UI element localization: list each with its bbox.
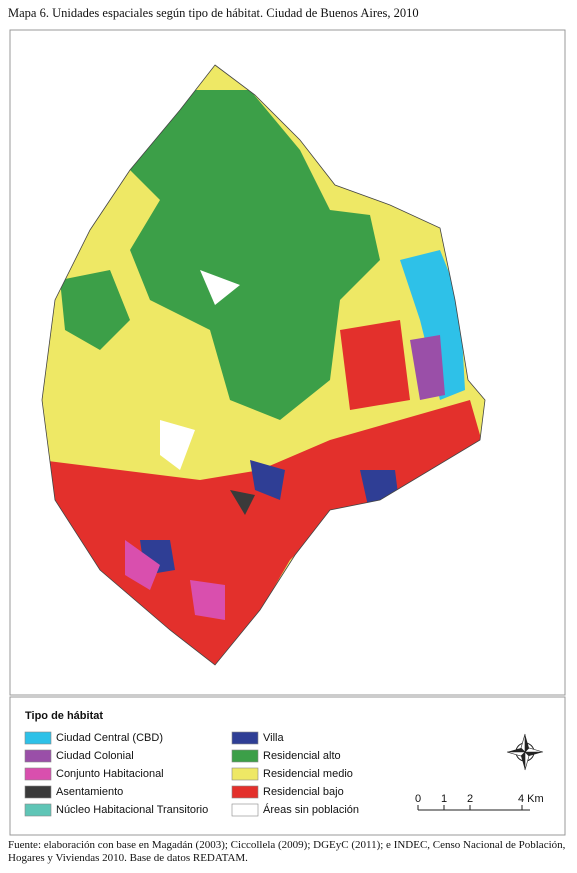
- legend-swatch: [24, 767, 52, 781]
- map-region: [125, 540, 160, 590]
- map-region: [230, 490, 255, 515]
- legend-label: Conjunto Habitacional: [56, 768, 164, 780]
- legend-label: Asentamiento: [56, 786, 123, 798]
- legend-label: Residencial medio: [263, 768, 353, 780]
- source-note: Fuente: elaboración con base en Magadán …: [8, 839, 566, 864]
- scale-label: 0: [415, 793, 421, 805]
- legend-swatch: [231, 767, 259, 781]
- legend-swatch: [24, 803, 52, 817]
- legend-swatch: [24, 749, 52, 763]
- legend: Ciudad Central (CBD) Ciudad Colonial Conju…: [24, 731, 359, 817]
- north-arrow: [506, 733, 544, 771]
- map-region: [410, 335, 445, 400]
- map-frame: [9, 29, 566, 696]
- legend-swatch: [231, 785, 259, 799]
- map-region: [340, 320, 410, 410]
- map-region: [60, 270, 130, 350]
- map-region: [160, 420, 195, 470]
- legend-label: Ciudad Central (CBD): [56, 732, 163, 744]
- legend-label: Residencial bajo: [263, 786, 344, 798]
- map-title: Mapa 6. Unidades espaciales según tipo d…: [8, 6, 419, 20]
- scale-labels: 0 1 2 4 Km: [415, 793, 544, 805]
- scale-label: 4 Km: [518, 793, 544, 805]
- legend-swatch: [231, 749, 259, 763]
- map: [42, 65, 485, 665]
- map-region: [360, 470, 400, 515]
- legend-swatch: [231, 731, 259, 745]
- map-region: [400, 250, 465, 400]
- legend-label: Villa: [263, 732, 284, 744]
- legend-swatch: [24, 785, 52, 799]
- legend-swatch: [24, 731, 52, 745]
- map-region: [120, 90, 380, 420]
- legend-title: Tipo de hábitat: [25, 710, 103, 722]
- legend-box: [9, 696, 566, 836]
- scale-label: 2: [467, 793, 473, 805]
- scale-label: 1: [441, 793, 447, 805]
- legend-label: Ciudad Colonial: [56, 750, 134, 762]
- legend-swatch: [231, 803, 259, 817]
- legend-label: Residencial alto: [263, 750, 341, 762]
- legend-label: Núcleo Habitacional Transitorio: [56, 804, 208, 816]
- map-region: [250, 460, 285, 500]
- city-outline: [41, 64, 486, 666]
- map-region: [200, 270, 240, 305]
- scale-bar: [417, 805, 530, 811]
- map-region: [190, 580, 225, 620]
- legend-label: Áreas sin población: [263, 803, 359, 816]
